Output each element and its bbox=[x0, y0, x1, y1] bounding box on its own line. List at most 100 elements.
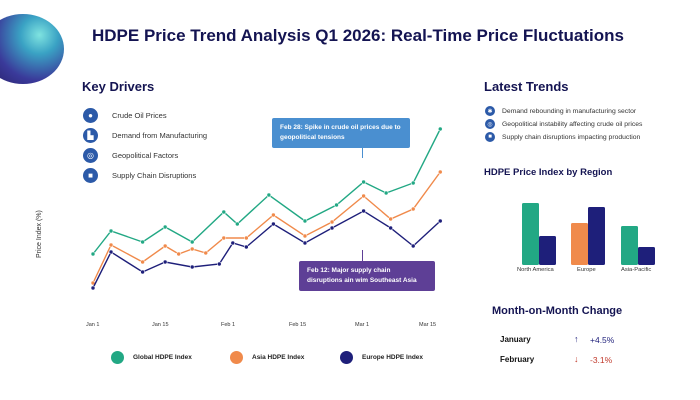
data-point bbox=[388, 225, 393, 231]
data-point bbox=[140, 239, 145, 245]
data-point bbox=[302, 240, 308, 246]
driver-supply-chain: ■ Supply Chain Disruptions bbox=[83, 168, 196, 183]
data-point bbox=[162, 224, 168, 230]
legend-asia: Asia HDPE Index bbox=[230, 351, 304, 364]
series-line-1 bbox=[92, 171, 441, 284]
data-point bbox=[329, 225, 335, 231]
bar-label: North America bbox=[517, 267, 554, 273]
data-point bbox=[140, 269, 145, 275]
annotation-feb28: Feb 28: Spike in crude oil prices due to… bbox=[272, 118, 410, 148]
data-point bbox=[216, 261, 222, 267]
data-point bbox=[302, 218, 308, 224]
page-title: HDPE Price Trend Analysis Q1 2026: Real-… bbox=[92, 26, 624, 45]
trend-label: Geopolitical instability affecting crude… bbox=[502, 120, 643, 128]
data-point bbox=[361, 193, 366, 199]
data-point bbox=[271, 221, 276, 227]
truck-icon: ■ bbox=[485, 132, 495, 142]
drop-icon: ● bbox=[83, 108, 98, 123]
data-point bbox=[329, 219, 335, 225]
mom-title: Month-on-Month Change bbox=[492, 305, 623, 317]
annotation-pointer bbox=[362, 250, 363, 261]
truck-icon: ■ bbox=[83, 168, 98, 183]
trend-label: Supply chain disruptions impacting produ… bbox=[502, 133, 641, 141]
region-bar-chart bbox=[522, 203, 655, 265]
trend-item: ✱ Demand rebounding in manufacturing sect… bbox=[485, 106, 636, 116]
x-tick: Mar 15 bbox=[419, 322, 437, 328]
data-point bbox=[203, 250, 209, 256]
driver-manufacturing: ▙ Demand from Manufacturing bbox=[83, 128, 207, 143]
legend-europe: Europe HDPE Index bbox=[340, 351, 423, 364]
data-point bbox=[189, 239, 195, 245]
data-point bbox=[410, 180, 416, 186]
data-point bbox=[162, 259, 168, 265]
data-point bbox=[235, 221, 240, 227]
driver-label: Demand from Manufacturing bbox=[112, 131, 208, 140]
trend-item: ◎ Geopolitical instability affecting crud… bbox=[485, 119, 642, 129]
data-point bbox=[302, 233, 308, 239]
data-point bbox=[90, 251, 96, 257]
annotation-pointer bbox=[362, 147, 363, 158]
region-chart-title: HDPE Price Index by Region bbox=[484, 167, 613, 178]
key-drivers-title: Key Drivers bbox=[82, 79, 155, 94]
bar bbox=[539, 236, 556, 265]
trend-item: ■ Supply chain disruptions impacting prod… bbox=[485, 132, 640, 142]
bar bbox=[522, 203, 539, 265]
driver-label: Geopolitical Factors bbox=[112, 151, 179, 160]
driver-geopolitical: ◎ Geopolitical Factors bbox=[83, 148, 178, 163]
data-point bbox=[383, 190, 389, 196]
bar bbox=[571, 223, 588, 265]
mom-value: -3.1% bbox=[590, 355, 613, 365]
data-point bbox=[90, 285, 96, 291]
data-point bbox=[410, 243, 416, 249]
bar-label: Europe bbox=[577, 267, 596, 273]
x-tick: Feb 15 bbox=[289, 322, 307, 328]
data-point bbox=[230, 240, 236, 246]
driver-label: Supply Chain Disruptions bbox=[112, 171, 197, 180]
data-point bbox=[266, 192, 272, 198]
data-point bbox=[108, 249, 114, 255]
data-point bbox=[189, 264, 195, 270]
data-point bbox=[437, 218, 443, 224]
legend-label: Europe HDPE Index bbox=[362, 354, 424, 361]
x-tick: Feb 1 bbox=[221, 322, 236, 328]
bar-label: Asia-Pacific bbox=[621, 267, 652, 273]
legend-global: Global HDPE Index bbox=[111, 351, 192, 364]
data-point bbox=[244, 235, 249, 241]
legend-swatch bbox=[340, 351, 353, 364]
data-point bbox=[361, 179, 366, 185]
series-line-0 bbox=[92, 128, 441, 255]
arrow-up-icon: ↑ bbox=[574, 334, 579, 344]
data-point bbox=[271, 212, 276, 218]
sphere-logo bbox=[0, 14, 64, 84]
data-point bbox=[162, 243, 168, 249]
legend-label: Asia HDPE Index bbox=[252, 354, 305, 361]
x-tick: Jan 1 bbox=[86, 322, 100, 328]
legend-label: Global HDPE Index bbox=[133, 354, 192, 361]
legend-swatch bbox=[111, 351, 124, 364]
mom-value: +4.5% bbox=[590, 335, 615, 345]
arrow-down-icon: ↓ bbox=[574, 354, 579, 364]
bar bbox=[621, 226, 638, 265]
latest-trends-title: Latest Trends bbox=[484, 79, 569, 94]
gear-icon: ✱ bbox=[485, 106, 495, 116]
bar bbox=[638, 247, 655, 265]
data-point bbox=[221, 209, 227, 215]
mom-month: February bbox=[500, 355, 535, 364]
x-tick: Jan 15 bbox=[152, 322, 169, 328]
globe-icon: ◎ bbox=[83, 148, 98, 163]
data-point bbox=[334, 202, 339, 208]
x-tick: Mar 1 bbox=[355, 322, 370, 328]
mom-month: January bbox=[500, 335, 531, 344]
data-point bbox=[410, 206, 416, 212]
data-point bbox=[437, 169, 443, 175]
driver-crude-oil: ● Crude Oil Prices bbox=[83, 108, 167, 123]
bar bbox=[588, 207, 605, 265]
data-point bbox=[221, 235, 227, 241]
data-point bbox=[140, 259, 145, 265]
annotation-feb12: Feb 12: Major supply chain disruptions a… bbox=[299, 261, 435, 291]
data-point bbox=[189, 246, 195, 252]
driver-label: Crude Oil Prices bbox=[112, 111, 167, 120]
trend-label: Demand rebounding in manufacturing secto… bbox=[502, 107, 637, 115]
data-point bbox=[388, 216, 393, 222]
data-point bbox=[361, 208, 366, 214]
